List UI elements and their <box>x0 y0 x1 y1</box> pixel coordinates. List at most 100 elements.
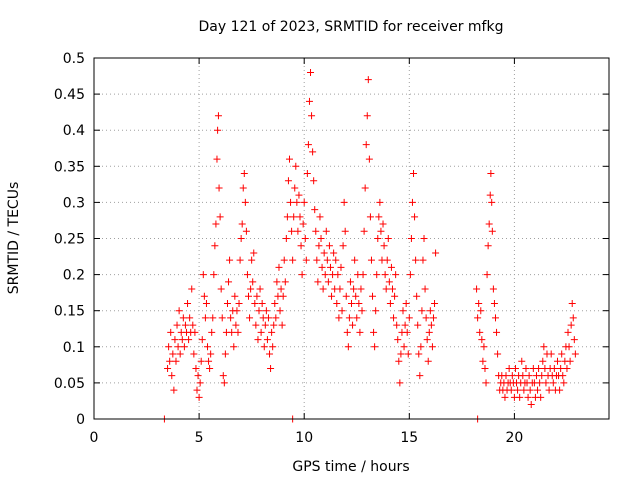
data-point <box>279 292 287 300</box>
data-point <box>426 307 434 315</box>
data-point <box>228 328 236 336</box>
data-point <box>554 357 561 365</box>
data-point <box>485 220 493 228</box>
data-point <box>557 364 565 372</box>
data-point <box>211 242 219 250</box>
data-point <box>422 314 430 322</box>
data-point <box>342 292 350 300</box>
data-point <box>302 256 310 264</box>
data-point <box>291 184 299 192</box>
data-point <box>217 285 225 293</box>
data-point <box>558 350 566 358</box>
data-point <box>359 271 367 279</box>
data-point <box>271 299 279 307</box>
data-point <box>362 141 370 149</box>
data-point <box>351 256 359 264</box>
data-point <box>519 372 527 380</box>
data-point <box>540 343 548 351</box>
data-point <box>475 299 483 307</box>
data-point <box>197 357 205 365</box>
data-point <box>428 343 436 351</box>
data-point <box>539 357 547 365</box>
data-point <box>569 314 577 322</box>
data-point <box>319 285 327 293</box>
data-point <box>536 379 544 387</box>
data-point <box>401 321 409 329</box>
data-point <box>273 278 281 286</box>
data-point <box>269 343 277 351</box>
data-point <box>393 321 401 329</box>
data-point <box>226 256 234 264</box>
data-point <box>281 278 289 286</box>
y-axis-title: SRMTID / TECUs <box>6 182 22 295</box>
data-point <box>556 386 564 394</box>
data-point <box>419 256 427 264</box>
data-point <box>264 314 272 322</box>
x-axis-title: GPS time / hours <box>292 459 409 475</box>
plot-frame <box>93 57 610 420</box>
data-point <box>214 112 222 120</box>
data-point <box>298 271 306 279</box>
y-tick-label: 0.15 <box>54 304 85 320</box>
data-point <box>276 307 284 315</box>
data-point <box>358 307 366 315</box>
data-point <box>527 401 535 409</box>
data-point <box>200 292 208 300</box>
data-point <box>230 343 238 351</box>
data-point <box>165 343 173 351</box>
data-point <box>301 235 309 242</box>
data-point <box>361 184 369 192</box>
data-point <box>538 372 546 380</box>
data-point <box>381 271 389 279</box>
data-point <box>349 321 357 329</box>
data-point <box>340 198 348 206</box>
data-point <box>173 321 181 329</box>
data-point <box>425 328 433 336</box>
data-point <box>568 299 576 307</box>
y-tick-label: 0.35 <box>54 159 85 175</box>
data-point <box>550 364 558 372</box>
data-point <box>565 343 573 351</box>
data-point <box>167 328 175 336</box>
data-point <box>278 321 286 329</box>
data-point <box>414 321 422 329</box>
data-point <box>343 328 351 336</box>
data-point <box>316 213 324 221</box>
data-point <box>396 379 404 387</box>
data-point <box>570 336 578 344</box>
data-point <box>318 263 326 271</box>
data-point <box>364 76 372 84</box>
data-point <box>383 256 391 264</box>
data-point <box>194 372 202 380</box>
data-point <box>207 350 215 358</box>
data-point <box>336 285 344 293</box>
data-point <box>542 379 550 387</box>
data-point <box>206 364 214 372</box>
y-tick-label: 0.2 <box>63 268 85 284</box>
data-point <box>365 155 373 163</box>
data-point <box>205 357 213 365</box>
x-tick-label: 0 <box>90 430 99 446</box>
data-point <box>333 299 341 307</box>
data-point <box>262 307 270 315</box>
data-point <box>169 350 177 358</box>
data-point <box>215 184 223 192</box>
data-point <box>216 213 224 221</box>
data-point <box>322 227 330 235</box>
data-point <box>285 155 293 163</box>
data-point <box>369 292 377 300</box>
data-point <box>395 357 403 365</box>
data-point <box>290 213 298 221</box>
data-point <box>223 299 231 307</box>
data-point <box>320 249 328 257</box>
data-point <box>255 307 263 315</box>
data-point <box>375 213 383 221</box>
data-point <box>406 271 414 279</box>
data-point <box>484 242 492 250</box>
data-point <box>328 292 336 300</box>
data-point <box>289 256 297 264</box>
data-point <box>214 126 222 134</box>
data-point <box>537 393 545 401</box>
x-tick-label: 20 <box>505 430 523 446</box>
data-point <box>478 336 486 344</box>
